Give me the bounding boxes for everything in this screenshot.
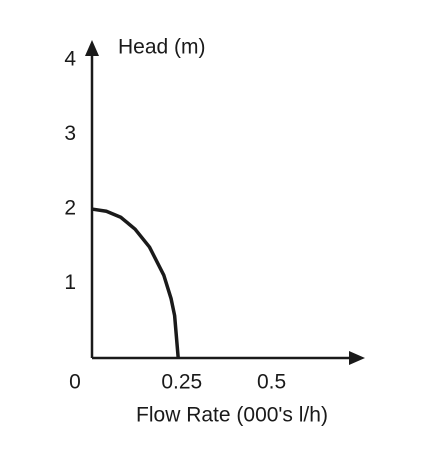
y-tick-label: 3 — [64, 122, 76, 145]
x-axis-arrow — [349, 351, 365, 365]
y-tick-label: 4 — [64, 48, 76, 71]
y-axis-arrow — [85, 40, 99, 56]
x-tick-label: 0 — [69, 371, 81, 394]
y-axis-label: Head (m) — [118, 36, 206, 59]
x-tick-label: 0.5 — [257, 371, 286, 394]
y-tick-label: 2 — [64, 197, 76, 220]
x-tick-label: 0.25 — [161, 371, 202, 394]
line — [91, 207, 180, 359]
x-axis-label: Flow Rate (000's l/h) — [136, 404, 328, 427]
y-tick-label: 1 — [64, 271, 76, 294]
